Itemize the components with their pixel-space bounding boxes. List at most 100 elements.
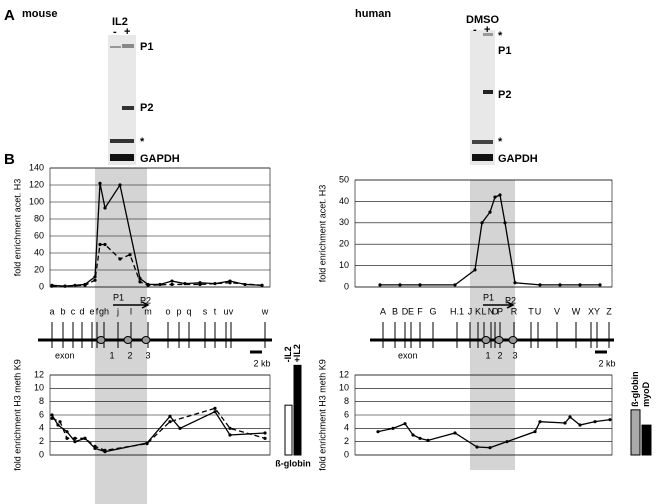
data-point bbox=[228, 433, 232, 437]
data-point bbox=[118, 257, 122, 261]
amplicon-label: t bbox=[214, 306, 217, 316]
band-label: P2 bbox=[140, 102, 153, 114]
data-point bbox=[213, 282, 217, 286]
gel-band bbox=[110, 46, 121, 48]
exon-number: 3 bbox=[512, 350, 517, 360]
panel-label: B bbox=[4, 151, 15, 168]
data-point bbox=[563, 421, 567, 425]
data-point bbox=[488, 446, 492, 450]
bar bbox=[641, 424, 652, 456]
data-point bbox=[168, 420, 172, 424]
exon bbox=[141, 336, 151, 344]
bar bbox=[630, 409, 641, 456]
data-point bbox=[58, 420, 62, 424]
data-point bbox=[103, 448, 107, 452]
amplicon-label: X bbox=[588, 306, 594, 316]
amplicon-label: J bbox=[468, 306, 473, 316]
data-point bbox=[475, 445, 479, 449]
amplicon-label: j bbox=[116, 306, 119, 316]
data-point bbox=[50, 416, 54, 420]
amplicon-label: l bbox=[130, 306, 132, 316]
data-point bbox=[56, 423, 60, 427]
data-point bbox=[73, 283, 77, 287]
data-point bbox=[488, 210, 492, 214]
data-point bbox=[146, 283, 150, 287]
data-point bbox=[138, 276, 142, 281]
bar-label: myoD bbox=[641, 381, 651, 407]
data-point bbox=[65, 436, 69, 440]
data-point bbox=[103, 206, 107, 210]
y-tick-label: 8 bbox=[39, 396, 44, 406]
data-point bbox=[418, 283, 422, 287]
data-point bbox=[568, 415, 572, 419]
amplicon-label: T bbox=[528, 306, 534, 316]
lane-label: + bbox=[124, 26, 130, 38]
data-point bbox=[578, 423, 582, 427]
gel-band bbox=[472, 140, 493, 144]
y-axis-label: fold enrichment acet. H3 bbox=[12, 179, 22, 277]
series-line bbox=[52, 243, 263, 287]
series-line bbox=[51, 410, 266, 453]
amplicon-label: A bbox=[380, 306, 386, 316]
amplicon-label: R bbox=[511, 306, 518, 316]
y-tick-label: 8 bbox=[344, 396, 349, 406]
lane-label: - bbox=[473, 24, 477, 36]
data-point bbox=[608, 418, 612, 422]
data-point bbox=[538, 283, 542, 287]
amplicon-label: E bbox=[408, 306, 414, 316]
y-tick-label: 80 bbox=[34, 213, 44, 223]
data-point bbox=[73, 436, 77, 440]
y-tick-label: 10 bbox=[339, 260, 349, 270]
data-point bbox=[103, 242, 107, 247]
data-point bbox=[403, 422, 407, 426]
plot-frame bbox=[49, 374, 271, 456]
data-point bbox=[263, 431, 267, 435]
promoter-label: P1 bbox=[483, 292, 494, 302]
highlight-band bbox=[470, 180, 515, 470]
band-label: P1 bbox=[498, 45, 511, 57]
species: human bbox=[355, 8, 391, 20]
gel bbox=[108, 35, 136, 165]
amplicon-label: U bbox=[535, 306, 542, 316]
y-tick-label: 12 bbox=[339, 369, 349, 379]
series-line bbox=[51, 407, 266, 452]
band-label: GAPDH bbox=[140, 153, 180, 165]
data-point bbox=[178, 426, 182, 430]
data-point bbox=[158, 282, 162, 287]
scale-label: 2 kb bbox=[253, 358, 270, 368]
gel-band bbox=[122, 44, 134, 48]
data-point bbox=[593, 420, 597, 424]
gel-band bbox=[110, 154, 134, 161]
data-point bbox=[213, 410, 217, 414]
data-point bbox=[391, 426, 395, 430]
lane-label: + bbox=[484, 24, 490, 36]
y-tick-label: 6 bbox=[39, 409, 44, 419]
amplicon-label: D bbox=[402, 306, 409, 316]
exon-label: exon bbox=[398, 350, 418, 360]
amplicon-label: q bbox=[186, 306, 191, 316]
y-tick-label: 10 bbox=[339, 383, 349, 393]
data-point bbox=[513, 281, 517, 285]
data-point bbox=[145, 442, 149, 446]
data-point bbox=[168, 414, 172, 418]
data-point bbox=[50, 284, 54, 288]
data-point bbox=[128, 253, 132, 257]
y-tick-label: 0 bbox=[39, 449, 44, 459]
y-tick-label: 12 bbox=[34, 369, 44, 379]
data-point bbox=[63, 284, 67, 288]
exon bbox=[96, 336, 106, 344]
band-label: * bbox=[498, 136, 503, 148]
data-point bbox=[493, 195, 497, 199]
amplicon-label: gh bbox=[99, 306, 109, 316]
data-point bbox=[118, 183, 122, 187]
gel bbox=[470, 30, 495, 165]
amplicon-label: b bbox=[60, 306, 65, 316]
amplicon-label: p bbox=[176, 306, 181, 316]
y-tick-label: 120 bbox=[29, 179, 44, 189]
data-point bbox=[73, 440, 77, 444]
y-axis-label: fold enrichment H3 meth K9 bbox=[317, 359, 327, 471]
amplicon-label: N bbox=[488, 306, 495, 316]
amplicon-label: G bbox=[429, 306, 436, 316]
scale-label: 2 kb bbox=[598, 358, 615, 368]
